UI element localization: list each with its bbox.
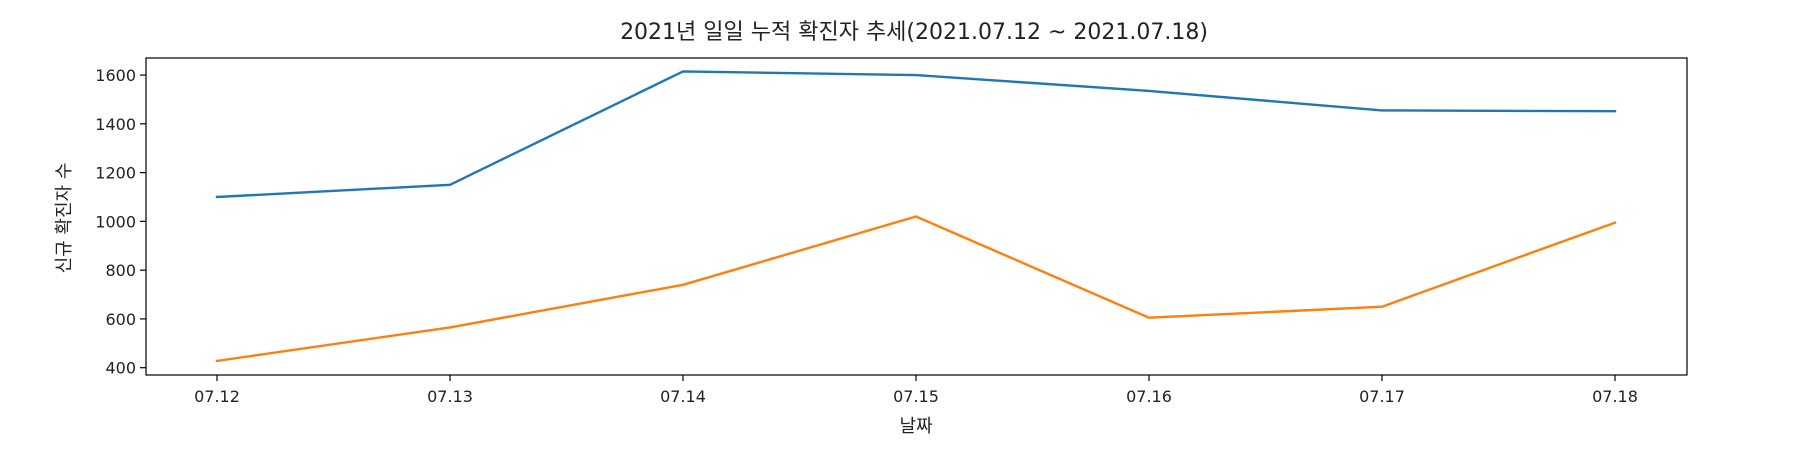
y-tick-label: 400 xyxy=(105,359,136,378)
series-line-2 xyxy=(215,215,1617,363)
y-tick-label: 1200 xyxy=(95,164,136,183)
series-line-1 xyxy=(215,70,1617,199)
x-tick-label: 07.15 xyxy=(893,387,939,406)
y-tick-label: 600 xyxy=(105,310,136,329)
x-tick-label: 07.16 xyxy=(1126,387,1172,406)
y-axis: 400 600 800 1000 1200 1400 1600 xyxy=(95,66,146,378)
y-axis-title: 신규 확진자 수 xyxy=(54,163,75,274)
x-tick-label: 07.14 xyxy=(660,387,706,406)
y-tick-label: 800 xyxy=(105,261,136,280)
x-axis-title: 날짜 xyxy=(899,416,933,437)
y-tick-label: 1000 xyxy=(95,212,136,231)
x-tick-label: 07.17 xyxy=(1359,387,1405,406)
chart-title: 2021년 일일 누적 확진자 추세(2021.07.12 ~ 2021.07.… xyxy=(620,20,1208,45)
x-tick-label: 07.18 xyxy=(1592,387,1638,406)
y-tick-label: 1400 xyxy=(95,115,136,134)
x-tick-label: 07.12 xyxy=(194,387,240,406)
series-group xyxy=(215,70,1617,363)
x-tick-label: 07.13 xyxy=(427,387,473,406)
y-tick-label: 1600 xyxy=(95,66,136,85)
x-axis: 07.12 07.13 07.14 07.15 07.16 07.17 07.18 xyxy=(194,375,1638,406)
